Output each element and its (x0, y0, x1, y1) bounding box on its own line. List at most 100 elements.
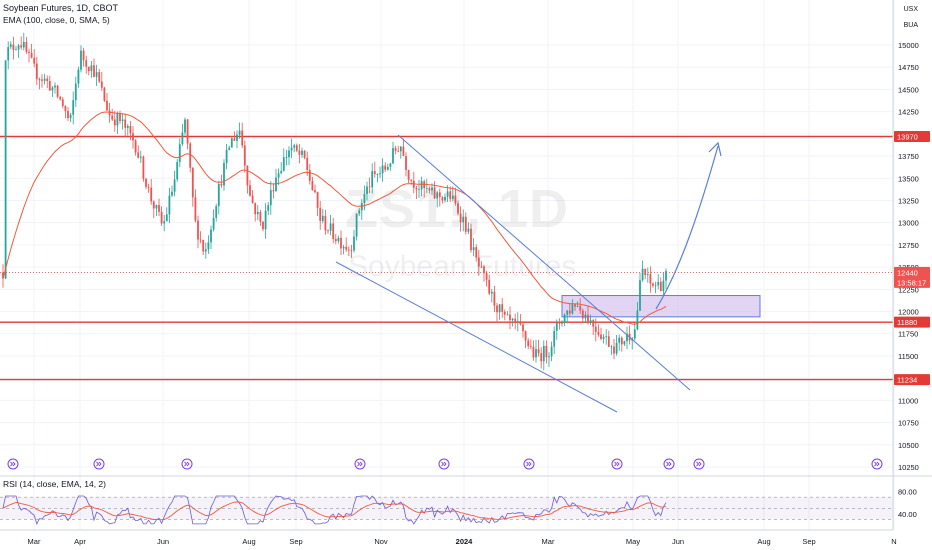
candle-body (129, 126, 132, 134)
candle-body (514, 318, 517, 323)
time-tick-label: Nov (374, 537, 388, 546)
candle-body (623, 341, 626, 345)
price-tick-label: 13500 (898, 174, 919, 183)
level-price-label: 11234 (894, 374, 930, 386)
candle-body (376, 174, 379, 175)
candle-body (480, 266, 483, 268)
candle-body (576, 305, 579, 307)
price-tick-label: 15000 (898, 41, 919, 50)
candle-body (589, 320, 592, 324)
candle-body (228, 147, 231, 150)
candle-body (446, 191, 449, 197)
candle-body (20, 45, 23, 48)
time-tick-label: Sep (289, 537, 302, 546)
candle-body (220, 183, 223, 186)
arrow-head (708, 141, 722, 157)
candle-body (321, 215, 324, 221)
candle-body (51, 87, 54, 91)
candle-body (210, 229, 212, 243)
demand-zone (561, 295, 761, 318)
candle-body (267, 205, 270, 211)
candle-body (355, 213, 358, 237)
price-tick-label: 13250 (898, 196, 919, 205)
candle-body (527, 340, 530, 347)
time-tick-label: Apr (74, 537, 86, 546)
time-tick-label: 2024 (456, 537, 474, 546)
candle-body (332, 223, 335, 240)
time-tick-label: Sep (802, 537, 815, 546)
candle-body (441, 197, 444, 201)
candle-body (363, 193, 366, 204)
candle-body (451, 195, 454, 200)
candle-body (288, 150, 290, 158)
candle-body (428, 187, 431, 191)
candle-body (540, 353, 543, 362)
candle-body (418, 189, 420, 191)
candle-body (561, 322, 563, 324)
svg-text:13:58:17: 13:58:17 (897, 278, 926, 287)
candle-body (337, 237, 340, 242)
chart-grid (0, 0, 895, 530)
rsi-pane (0, 475, 932, 525)
candle-body (394, 148, 397, 151)
price-tick-label: 12750 (898, 241, 919, 250)
trend-lines (335, 134, 722, 413)
candle-body (204, 249, 207, 252)
candle-body (7, 47, 10, 61)
candle-body (142, 156, 145, 179)
candle-body (113, 119, 116, 126)
candle-body (516, 321, 519, 323)
candle-body (462, 216, 465, 223)
candle-body (555, 322, 558, 331)
candle-body (93, 65, 95, 77)
candle-body (225, 149, 228, 164)
candle-body (43, 78, 46, 81)
price-tick-label: 13750 (898, 152, 919, 161)
rsi-legend[interactable]: RSI (14, close, EMA, 14, 2) (3, 479, 106, 489)
candle-body (155, 204, 158, 209)
unit-label: BUA (903, 22, 918, 29)
event-icon (523, 458, 535, 470)
candle-body (30, 53, 33, 58)
candle-body (646, 274, 649, 276)
candle-body (324, 215, 327, 231)
candle-body (334, 239, 337, 242)
candle-body (431, 187, 433, 191)
time-tick-label: Mar (28, 537, 41, 546)
candle-body (345, 246, 348, 250)
candle-body (425, 187, 428, 189)
candle-body (558, 322, 561, 324)
currency-label: USX (903, 6, 918, 13)
candle-body (158, 204, 160, 212)
candle-body (579, 305, 582, 311)
candle-body (662, 280, 665, 292)
candle-body (459, 213, 462, 223)
candle-body (470, 228, 472, 251)
candle-body (150, 187, 153, 202)
ema-legend[interactable]: EMA (100, close, 0, SMA, 5) (3, 15, 110, 25)
candle-body (103, 87, 106, 101)
event-icon (354, 458, 366, 470)
candle-body (657, 281, 660, 286)
candle-body (111, 115, 114, 120)
watermark-name: Soybean Futures (348, 250, 577, 283)
candle-body (641, 268, 644, 281)
price-tick-label: 11500 (898, 352, 918, 361)
candle-body (77, 69, 80, 84)
price-tick-label: 11000 (898, 396, 918, 405)
candle-body (454, 195, 457, 204)
candle-body (147, 186, 150, 188)
candle-body (165, 214, 168, 222)
price-tick-label: 12250 (898, 285, 919, 294)
symbol-legend[interactable]: Soybean Futures, 1D, CBOT (3, 3, 119, 13)
candle-body (652, 283, 654, 286)
price-tick-label: 10750 (898, 419, 919, 428)
candle-body (340, 237, 342, 249)
candle-body (620, 337, 623, 345)
candle-body (275, 177, 277, 192)
price-tick-label: 14500 (898, 85, 919, 94)
candle-body (59, 96, 62, 100)
price-tick-label: 14250 (898, 108, 919, 117)
candle-body (358, 210, 361, 214)
